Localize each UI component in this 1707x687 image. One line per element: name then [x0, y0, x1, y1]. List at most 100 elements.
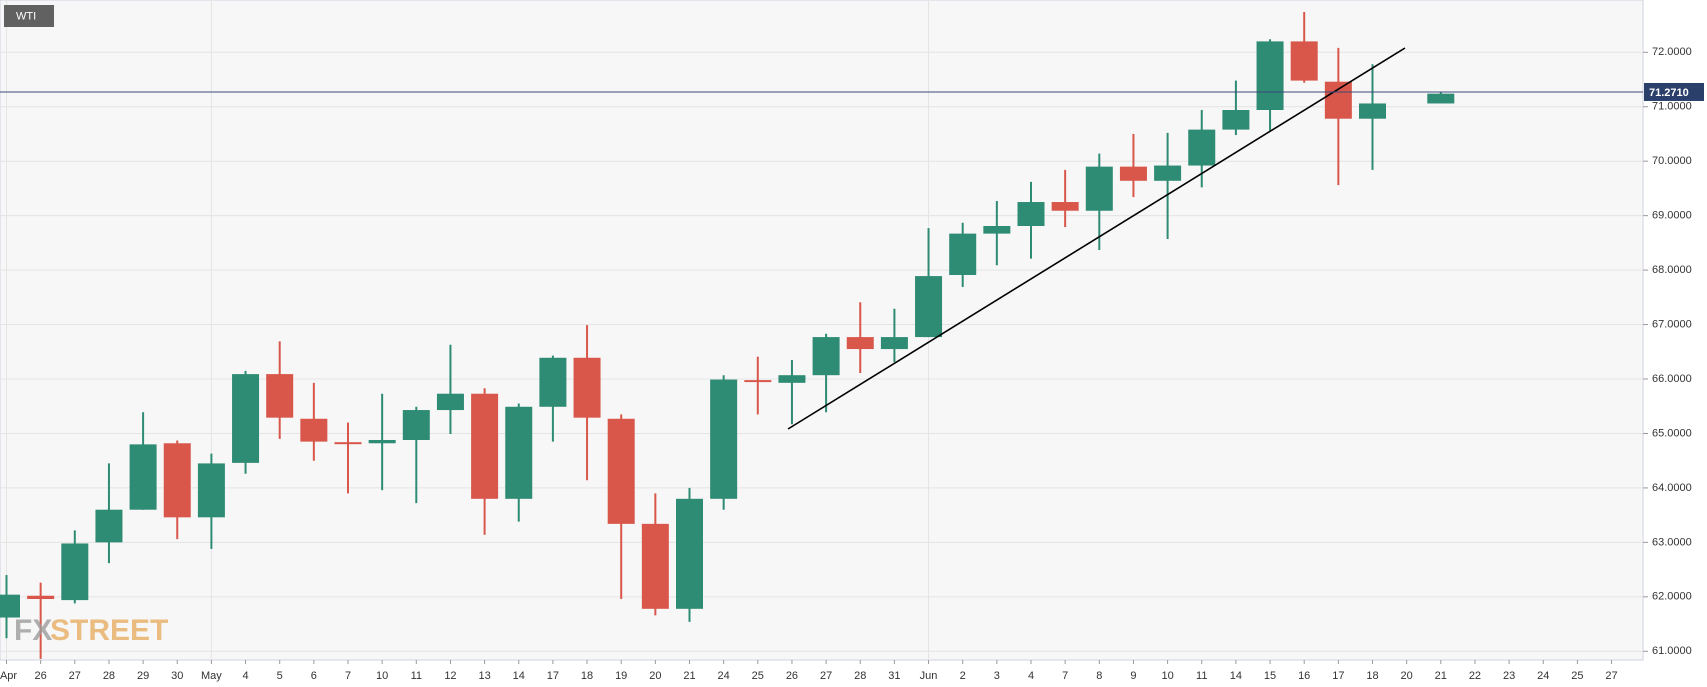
- x-tick-label: 7: [1062, 670, 1068, 682]
- candle-body: [368, 440, 396, 444]
- candle-body: [915, 276, 943, 338]
- candle-body: [402, 410, 430, 440]
- y-tick-label: 62.0000: [1652, 591, 1692, 603]
- x-tick-label: 3: [994, 670, 1000, 682]
- current-price-badge: [1644, 82, 1704, 101]
- logo-fx: FX: [14, 614, 52, 647]
- candle-body: [641, 523, 669, 609]
- x-tick-label: 17: [547, 670, 559, 682]
- y-tick-label: 72.0000: [1652, 46, 1692, 58]
- x-tick-label: 23: [1503, 670, 1515, 682]
- candle-body: [539, 357, 567, 407]
- candle-body: [710, 379, 738, 499]
- y-tick-label: 64.0000: [1652, 482, 1692, 494]
- candle-body: [1154, 165, 1182, 181]
- x-tick-label: 16: [1298, 670, 1310, 682]
- x-tick-label: 4: [1028, 670, 1034, 682]
- y-tick-label: 65.0000: [1652, 427, 1692, 439]
- title-badge: [4, 5, 54, 27]
- x-tick-label: 28: [854, 670, 866, 682]
- x-tick-label: 29: [137, 670, 149, 682]
- x-tick-label: 31: [888, 670, 900, 682]
- x-tick-label: Jun: [920, 670, 938, 682]
- y-tick-label: 71.0000: [1652, 101, 1692, 113]
- candle-body: [1222, 110, 1250, 130]
- candle-body: [983, 225, 1011, 234]
- x-tick-label: 30: [171, 670, 183, 682]
- candle-body: [1085, 166, 1113, 211]
- logo-street: STREET: [50, 614, 168, 647]
- candle-body: [880, 337, 908, 350]
- x-tick-label: 27: [69, 670, 81, 682]
- candle-body: [1188, 129, 1216, 166]
- y-tick-label: 68.0000: [1652, 264, 1692, 276]
- candle-body: [436, 393, 464, 411]
- x-tick-label: 17: [1332, 670, 1344, 682]
- candle-body: [1119, 166, 1147, 181]
- x-tick-label: 10: [376, 670, 388, 682]
- x-tick-label: 14: [1230, 670, 1242, 682]
- candle-body: [1051, 202, 1079, 211]
- x-tick-label: 14: [513, 670, 525, 682]
- candle-body: [1427, 93, 1455, 104]
- candle-body: [0, 594, 20, 618]
- y-tick-label: 61.0000: [1652, 645, 1692, 657]
- x-tick-label: 18: [581, 670, 593, 682]
- candle-body: [300, 418, 328, 442]
- y-tick-label: 63.0000: [1652, 536, 1692, 548]
- candle-body: [1017, 202, 1045, 226]
- x-tick-label: 11: [411, 670, 422, 682]
- x-tick-label: Apr: [0, 670, 17, 682]
- x-tick-label: 10: [1161, 670, 1173, 682]
- candle-body: [232, 374, 260, 463]
- y-tick-label: 70.0000: [1652, 155, 1692, 167]
- candle-body: [607, 418, 635, 524]
- candle-body: [129, 444, 157, 510]
- y-tick-label: 67.0000: [1652, 318, 1692, 330]
- candle-body: [744, 380, 772, 383]
- y-tick-label: 66.0000: [1652, 373, 1692, 385]
- x-tick-label: 12: [444, 670, 456, 682]
- x-tick-label: May: [201, 670, 222, 682]
- candle-body: [573, 357, 601, 418]
- x-tick-label: 21: [1435, 670, 1447, 682]
- candle-body: [266, 374, 294, 418]
- x-tick-label: 25: [1571, 670, 1583, 682]
- candle-body: [778, 375, 806, 383]
- candles: [0, 11, 1455, 659]
- candle-body: [163, 443, 191, 518]
- plot-area: [0, 0, 1644, 661]
- candle-body: [471, 393, 499, 499]
- candle-body: [197, 463, 225, 518]
- x-tick-label: 2: [960, 670, 966, 682]
- x-tick-label: 18: [1366, 670, 1378, 682]
- x-tick-label: 24: [718, 670, 730, 682]
- x-tick-label: 8: [1096, 670, 1102, 682]
- x-tick-label: 4: [242, 670, 248, 682]
- candle-body: [334, 442, 362, 445]
- x-tick-label: 22: [1469, 670, 1481, 682]
- candle-body: [1290, 41, 1318, 81]
- candle-body: [95, 509, 123, 543]
- candle-body: [61, 543, 89, 601]
- x-tick-label: 20: [1401, 670, 1413, 682]
- chart-title: WTI: [16, 10, 36, 22]
- x-tick-label: 7: [345, 670, 351, 682]
- x-tick-label: 28: [103, 670, 115, 682]
- y-tick-label: 69.0000: [1652, 210, 1692, 222]
- x-tick-label: 21: [683, 670, 695, 682]
- trend-line: [787, 47, 1406, 430]
- candle-body: [949, 233, 977, 275]
- x-tick-label: 20: [649, 670, 661, 682]
- candle-body: [1324, 81, 1352, 119]
- candle-body: [812, 337, 840, 376]
- x-tick-label: 25: [752, 670, 764, 682]
- candle-body: [846, 337, 874, 350]
- x-tick-label: 27: [1605, 670, 1617, 682]
- candle-body: [27, 595, 55, 600]
- x-tick-label: 11: [1196, 670, 1207, 682]
- x-tick-label: 27: [820, 670, 832, 682]
- x-tick-label: 26: [786, 670, 798, 682]
